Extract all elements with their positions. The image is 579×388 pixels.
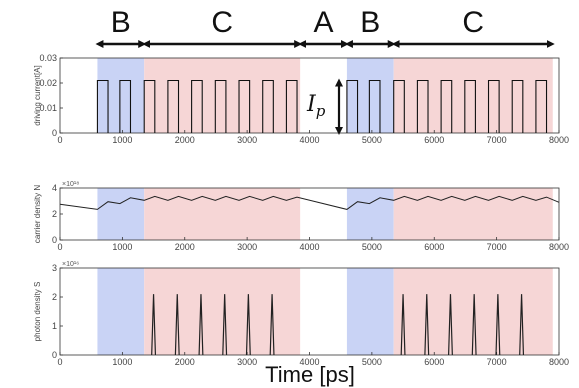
ip-main: I xyxy=(306,92,317,117)
current-pulse xyxy=(191,79,203,133)
x-tick-label: 2000 xyxy=(175,357,195,367)
y-tick-label: 0 xyxy=(52,128,57,138)
x-tick-label: 6000 xyxy=(424,135,444,145)
y-tick-label: 2 xyxy=(52,209,57,219)
region-shade xyxy=(144,188,301,240)
region-label: B xyxy=(111,6,131,39)
y-tick-label: 3 xyxy=(52,263,57,273)
region-shade xyxy=(144,268,301,355)
x-tick-label: 5000 xyxy=(362,135,382,145)
current-pulse xyxy=(511,79,524,133)
y-tick-label: 0 xyxy=(52,350,57,360)
panel-2 xyxy=(59,267,560,356)
region-label: C xyxy=(211,6,233,39)
region-label: C xyxy=(462,6,484,39)
current-pulse xyxy=(393,79,405,133)
x-tick-label: 1000 xyxy=(112,242,132,252)
region-shade xyxy=(346,58,394,133)
x-tick-label: 8000 xyxy=(549,242,569,252)
current-pulse xyxy=(535,79,548,133)
current-pulse xyxy=(262,79,274,133)
x-tick-label: 7000 xyxy=(487,242,507,252)
current-pulse xyxy=(143,79,156,133)
region-shade xyxy=(393,188,553,240)
y-tick-label: 0.02 xyxy=(39,78,57,88)
photon-spike xyxy=(471,294,477,356)
x-tick-label: 7000 xyxy=(487,357,507,367)
current-pulse xyxy=(238,79,251,133)
photon-spike xyxy=(245,294,251,356)
y-axis-title: carrier density N xyxy=(33,185,42,243)
region-shade xyxy=(144,58,301,133)
photon-spike xyxy=(424,294,430,356)
x-tick-label: 4000 xyxy=(299,242,319,252)
x-tick-label: 8000 xyxy=(549,357,569,367)
y-tick-label: 0.01 xyxy=(39,103,57,113)
current-pulse xyxy=(346,79,359,133)
x-tick-label: 0 xyxy=(57,242,62,252)
y-axis-title: photon density S xyxy=(33,282,42,342)
current-pulse xyxy=(487,79,500,133)
region-shade xyxy=(393,58,553,133)
x-tick-label: 3000 xyxy=(237,135,257,145)
current-pulse xyxy=(440,79,453,133)
y-exponent: ×10¹⁸ xyxy=(62,181,79,188)
y-tick-label: 0.03 xyxy=(39,53,57,63)
region-shade xyxy=(346,268,394,355)
x-tick-label: 7000 xyxy=(487,135,507,145)
current-pulse xyxy=(119,79,132,133)
y-tick-label: 2 xyxy=(52,292,57,302)
ip-symbol: Ip xyxy=(306,92,326,120)
current-pulse xyxy=(167,79,180,133)
x-tick-label: 0 xyxy=(57,357,62,367)
region-shade xyxy=(97,268,145,355)
x-tick-label: 0 xyxy=(57,135,62,145)
region-shade xyxy=(97,58,145,133)
photon-spike xyxy=(519,294,525,356)
y-tick-label: 1 xyxy=(52,321,57,331)
x-tick-label: 6000 xyxy=(424,242,444,252)
panel-1 xyxy=(59,187,560,241)
x-axis-title: Time [ps] xyxy=(265,362,355,387)
x-tick-label: 1000 xyxy=(112,135,132,145)
photon-spike xyxy=(198,294,204,356)
panel-0 xyxy=(59,57,560,134)
y-exponent: ×10¹⁶ xyxy=(62,261,79,268)
region-label: A xyxy=(314,6,334,39)
current-pulse xyxy=(285,79,298,133)
x-tick-label: 2000 xyxy=(175,135,195,145)
photon-spike xyxy=(447,294,453,356)
photon-spike xyxy=(495,294,501,356)
current-pulse xyxy=(464,79,476,133)
x-tick-label: 4000 xyxy=(299,135,319,145)
y-tick-label: 4 xyxy=(52,183,57,193)
x-tick-label: 5000 xyxy=(362,357,382,367)
photon-spike xyxy=(269,294,275,356)
x-tick-label: 8000 xyxy=(549,135,569,145)
x-tick-label: 2000 xyxy=(175,242,195,252)
carrier-density-line xyxy=(59,195,560,210)
region-shade xyxy=(346,188,394,240)
x-tick-label: 6000 xyxy=(424,357,444,367)
x-tick-label: 3000 xyxy=(237,242,257,252)
ip-subscript: p xyxy=(316,102,326,120)
x-tick-label: 1000 xyxy=(112,357,132,367)
current-pulse xyxy=(416,79,429,133)
photon-spike xyxy=(400,294,406,356)
current-pulse xyxy=(368,79,381,133)
x-tick-label: 4000 xyxy=(299,357,319,367)
photon-spike xyxy=(151,294,157,356)
current-pulse xyxy=(96,79,109,133)
x-tick-label: 5000 xyxy=(362,242,382,252)
photon-spike xyxy=(222,294,228,356)
y-tick-label: 0 xyxy=(52,235,57,245)
region-label: B xyxy=(360,6,380,39)
y-axis-title: driving current[A] xyxy=(33,65,42,125)
current-pulse xyxy=(214,79,227,133)
region-shade xyxy=(97,188,145,240)
x-tick-label: 3000 xyxy=(237,357,257,367)
photon-spike xyxy=(174,294,180,356)
